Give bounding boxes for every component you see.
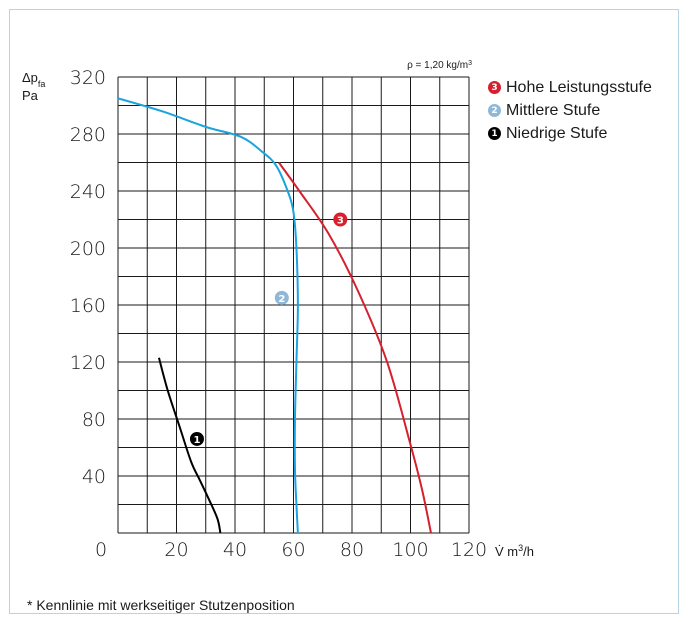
curve-marker-label-1: 1: [193, 435, 200, 446]
legend-label-mittlere-stufe: Mittlere Stufe: [506, 101, 601, 119]
y-tick-label: 320: [70, 67, 106, 89]
legend-label-niedrige-stufe: Niedrige Stufe: [506, 124, 608, 142]
curve-marker-label-2: 2: [278, 294, 285, 305]
y-tick-label: 80: [82, 409, 106, 431]
legend-marker-3: 3: [488, 81, 501, 94]
curve-marker-3: [333, 212, 348, 227]
x-tick-label: 0: [95, 539, 107, 561]
legend-marker-1: 1: [488, 127, 501, 140]
curve-hohe-leistungsstufe: [278, 161, 432, 534]
y-tick-label: 280: [70, 124, 106, 146]
y-tick-label: 200: [70, 238, 106, 260]
x-tick-label: 40: [223, 539, 247, 561]
footnote: * Kennlinie mit werkseitiger Stutzenposi…: [27, 597, 295, 613]
y-axis-label: Δpfa: [22, 70, 45, 89]
legend-item-hohe-leistungsstufe: 3 Hohe Leistungsstufe: [488, 76, 652, 99]
curve-marker-1: [189, 431, 204, 446]
x-tick-label: 20: [164, 539, 188, 561]
legend-item-niedrige-stufe: 1 Niedrige Stufe: [488, 122, 652, 145]
x-tick-label: 60: [281, 539, 305, 561]
y-tick-label: 160: [70, 295, 106, 317]
legend-label-hohe-leistungsstufe: Hohe Leistungsstufe: [506, 78, 652, 96]
x-tick-label: 80: [340, 539, 364, 561]
y-tick-label: 40: [82, 466, 106, 488]
chart-frame: [9, 9, 679, 614]
legend: 3 Hohe Leistungsstufe 2 Mittlere Stufe 1…: [488, 76, 652, 145]
curve-mittlere-stufe: [117, 97, 299, 534]
y-tick-label: 240: [70, 181, 106, 203]
x-axis-label: V̇ m3/h: [495, 543, 534, 559]
x-tick-label: 120: [451, 539, 487, 561]
x-tick-label: 100: [392, 539, 428, 561]
legend-item-mittlere-stufe: 2 Mittlere Stufe: [488, 99, 652, 122]
legend-marker-2: 2: [488, 104, 501, 117]
y-tick-label: 120: [70, 352, 106, 374]
density-annotation: ρ = 1,20 kg/m3: [407, 60, 472, 72]
curve-marker-label-3: 3: [337, 216, 344, 227]
curve-niedrige-stufe: [157, 357, 222, 534]
y-axis-unit: Pa: [22, 88, 39, 103]
curve-marker-2: [274, 290, 289, 305]
